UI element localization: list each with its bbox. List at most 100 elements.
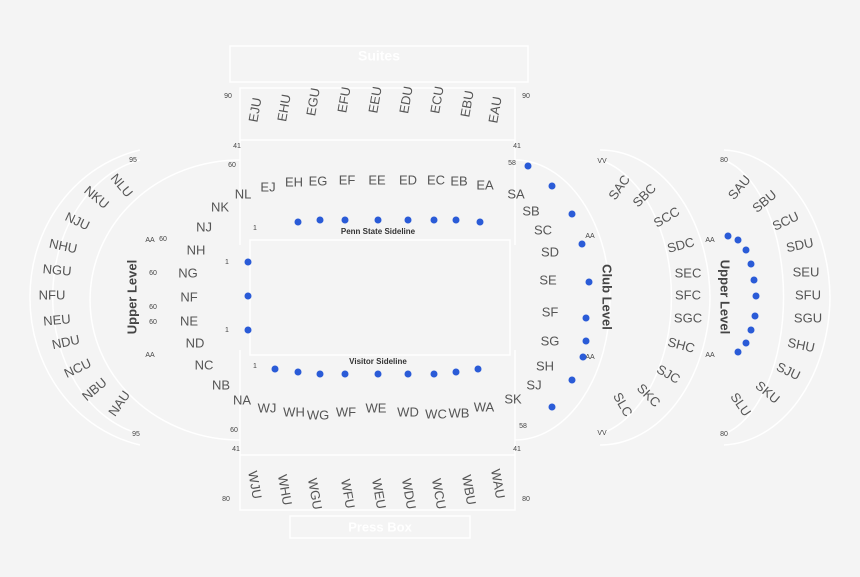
- accessible-seating-icon: [474, 365, 482, 373]
- section-label: SE: [539, 272, 557, 287]
- section-label: NC: [195, 357, 214, 372]
- section-label: EF: [339, 172, 356, 187]
- north-stands: [239, 87, 516, 245]
- section-label: EHU: [274, 93, 294, 123]
- section-label: SHC: [666, 334, 696, 356]
- section-label: EFU: [334, 86, 353, 114]
- section-label: EC: [427, 172, 445, 187]
- accessible-seating-icon: [751, 312, 759, 320]
- section-label: NLU: [108, 171, 136, 201]
- accessible-seating-icon: [294, 218, 302, 226]
- section-label: EB: [450, 173, 467, 188]
- section-label: NL: [235, 186, 252, 201]
- row-marker: 1: [225, 327, 229, 334]
- section-label: WAU: [488, 468, 508, 500]
- row-marker: 80: [522, 496, 530, 503]
- row-marker: 41: [232, 446, 240, 453]
- section-label: SA: [507, 186, 525, 201]
- row-marker: AA: [705, 237, 715, 244]
- section-label: WBU: [459, 474, 479, 506]
- section-label: SCC: [651, 204, 682, 231]
- section-label: EGU: [303, 87, 323, 117]
- section-label: NKU: [81, 183, 112, 212]
- section-label: SAU: [725, 172, 754, 202]
- accessible-seating-icon: [568, 210, 576, 218]
- section-label: SGU: [794, 310, 822, 325]
- section-label: SDU: [785, 235, 815, 255]
- accessible-seating-icon: [582, 314, 590, 322]
- section-label: EA: [476, 177, 494, 192]
- accessible-seating-icon: [579, 353, 587, 361]
- row-marker: 80: [720, 431, 728, 438]
- section-label: WGU: [305, 477, 325, 511]
- row-marker: 90: [522, 93, 530, 100]
- west-upper-arc: [29, 149, 141, 446]
- section-label: NH: [187, 242, 206, 257]
- outlines: [29, 45, 831, 539]
- section-label: SB: [522, 203, 539, 218]
- section-label: NDU: [50, 332, 81, 353]
- section-label: SG: [541, 333, 560, 348]
- accessible-seating-icon: [452, 368, 460, 376]
- section-label: WCU: [429, 477, 449, 510]
- row-marker: AA: [705, 352, 715, 359]
- row-marker: AA: [585, 354, 595, 361]
- sideline-label: Visitor Sideline: [349, 357, 407, 366]
- section-label: WDU: [399, 477, 419, 510]
- section-label: WH: [283, 404, 305, 419]
- section-label: SJC: [654, 361, 683, 386]
- row-marker: 1: [253, 225, 257, 232]
- suites-box: [229, 45, 529, 83]
- row-marker: 41: [513, 143, 521, 150]
- row-marker: 1: [225, 259, 229, 266]
- accessible-seating-icon: [578, 240, 586, 248]
- section-label: SEC: [675, 265, 702, 280]
- accessible-seating-icon: [585, 278, 593, 286]
- section-label: EBU: [457, 89, 476, 118]
- row-marker: 60: [159, 236, 167, 243]
- accessible-seating-icon: [548, 403, 556, 411]
- section-label: ED: [399, 172, 417, 187]
- section-label: SLC: [610, 390, 636, 419]
- accessible-seating-icon: [294, 368, 302, 376]
- section-label: EJU: [245, 96, 264, 123]
- accessible-seating-icon: [271, 365, 279, 373]
- section-label: EJ: [260, 179, 275, 194]
- row-marker: AA: [145, 237, 155, 244]
- section-label: SJU: [774, 359, 803, 383]
- section-label: WJU: [245, 470, 265, 500]
- section-label: NHU: [48, 236, 79, 257]
- section-label: SH: [536, 358, 554, 373]
- section-label: EH: [285, 174, 303, 189]
- upper-level-label: Upper Level: [124, 260, 139, 334]
- section-label: WE: [366, 400, 387, 415]
- section-label: SFC: [675, 287, 701, 302]
- section-label: SC: [534, 222, 552, 237]
- accessible-seating-icon: [548, 182, 556, 190]
- section-label: NG: [178, 265, 198, 280]
- accessible-seating-icon: [374, 216, 382, 224]
- row-marker: VV: [597, 430, 607, 437]
- accessible-seating-icon: [244, 292, 252, 300]
- accessible-seating-icon: [316, 370, 324, 378]
- section-label: ECU: [427, 85, 447, 115]
- accessible-seating-icon: [476, 218, 484, 226]
- accessible-seating-icon: [404, 370, 412, 378]
- section-label: NCU: [62, 355, 94, 381]
- section-label: NEU: [43, 311, 72, 328]
- section-label: SHU: [786, 335, 816, 355]
- club-level-label: Club Level: [600, 264, 615, 330]
- section-label: NE: [180, 313, 198, 328]
- section-label: SEU: [793, 264, 820, 279]
- row-marker: 58: [508, 160, 516, 167]
- row-marker: AA: [585, 233, 595, 240]
- upper-level-label: Upper Level: [718, 260, 733, 334]
- section-label: WEU: [369, 478, 389, 510]
- section-label: SFU: [795, 287, 821, 302]
- section-label: WB: [449, 405, 470, 420]
- row-marker: 60: [149, 319, 157, 326]
- row-marker: 41: [233, 143, 241, 150]
- accessible-seating-icon: [430, 370, 438, 378]
- row-marker: 60: [228, 162, 236, 169]
- row-marker: 95: [129, 157, 137, 164]
